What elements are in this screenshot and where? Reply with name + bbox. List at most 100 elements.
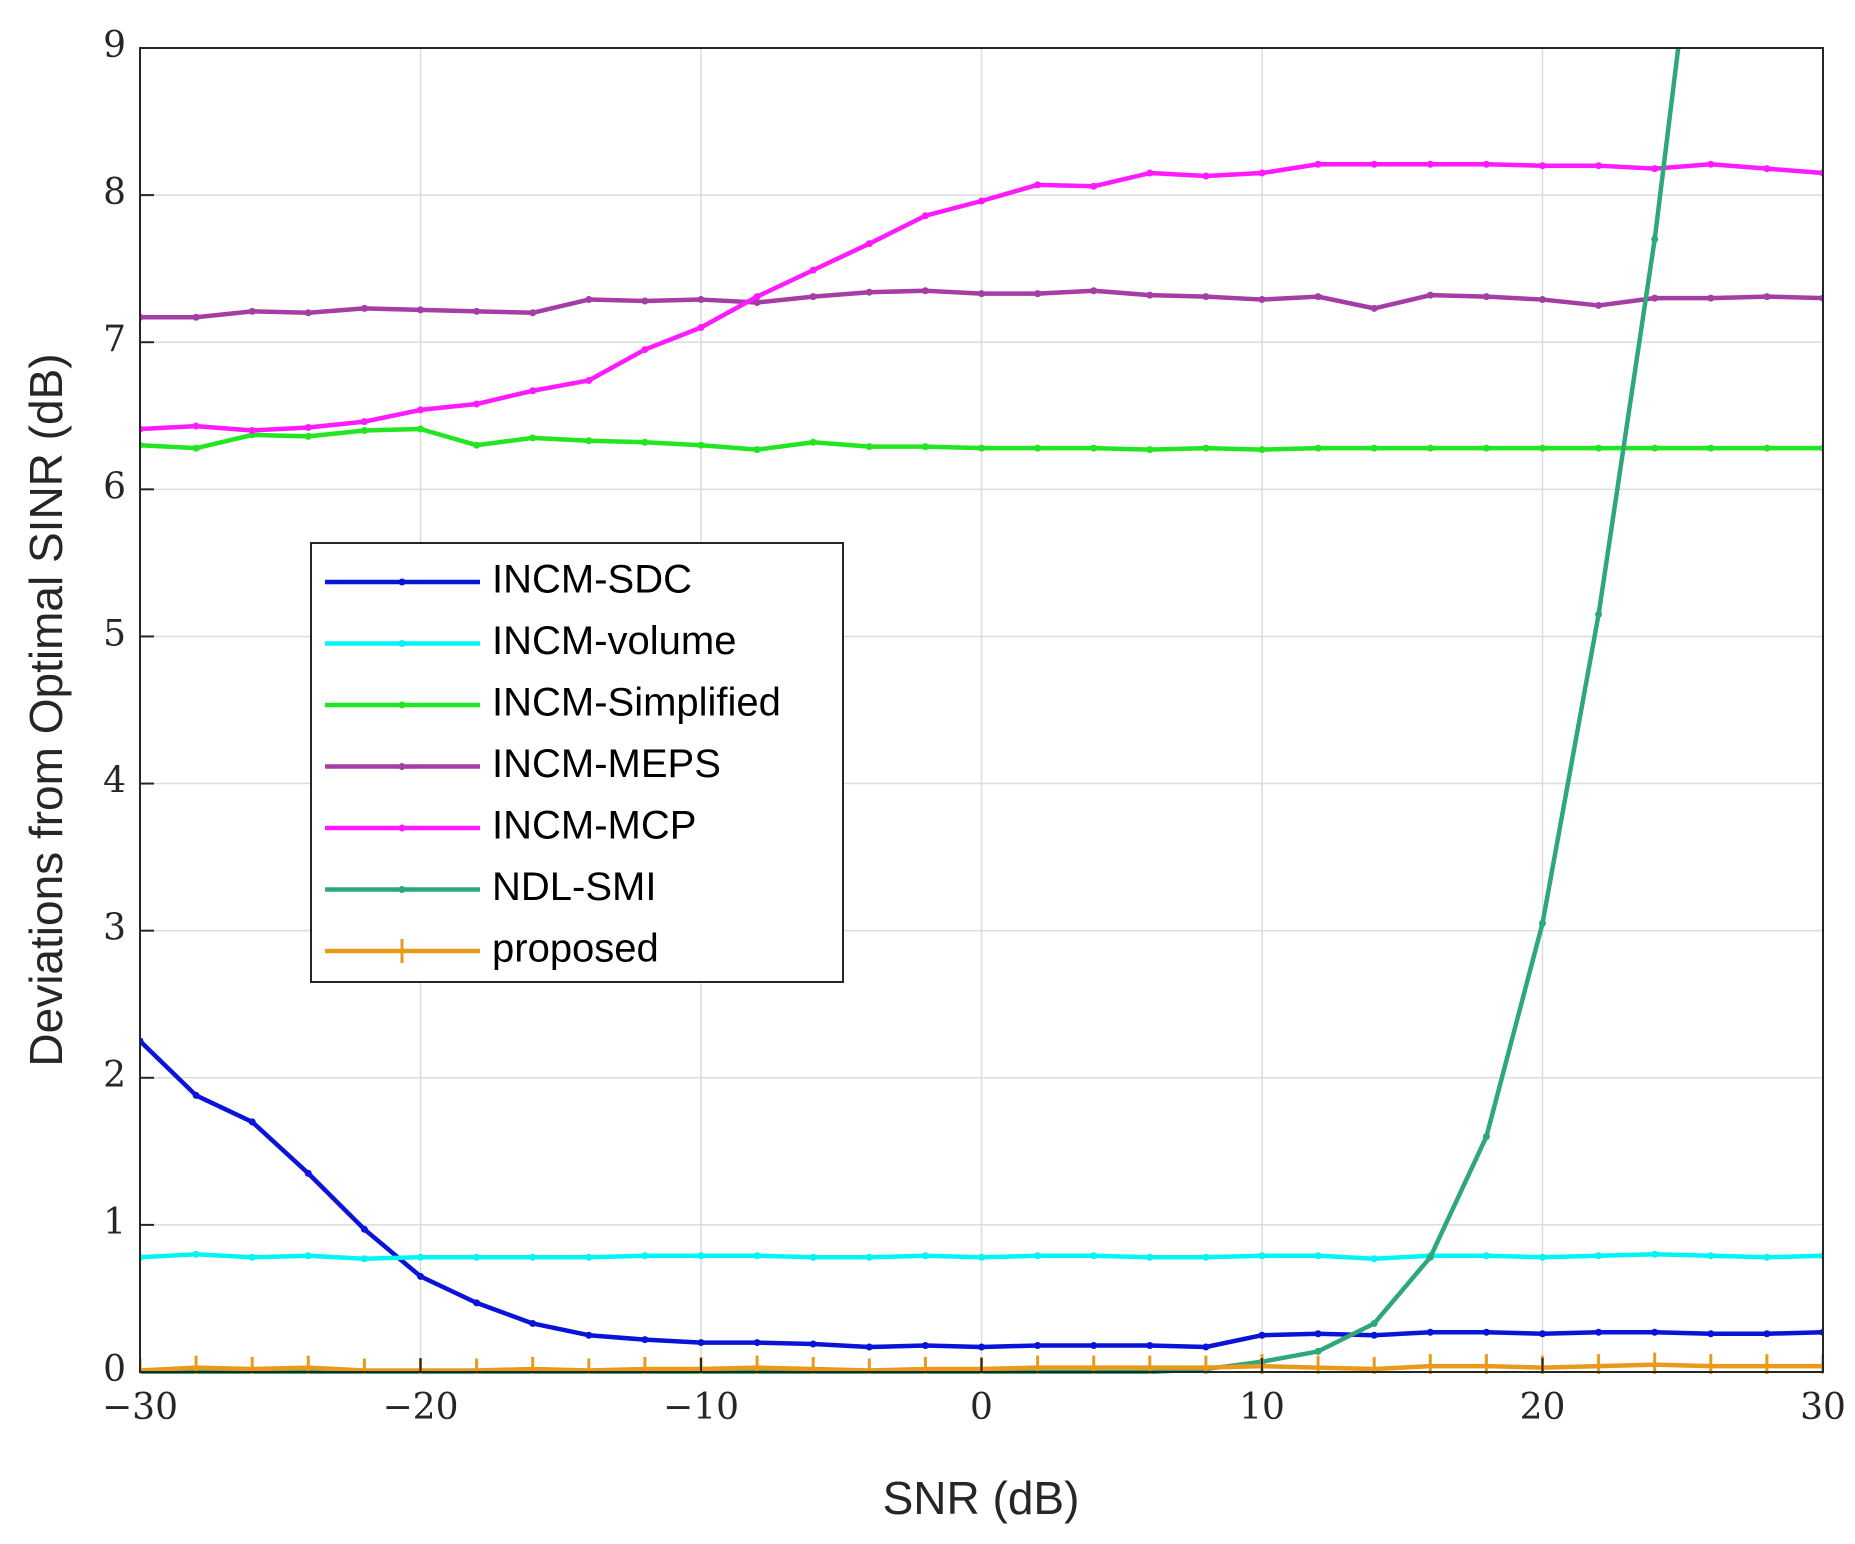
- marker: [398, 701, 406, 709]
- marker: [192, 1091, 200, 1099]
- marker: [1482, 293, 1490, 301]
- marker: [354, 1358, 375, 1374]
- marker: [1090, 182, 1098, 190]
- marker: [1588, 1354, 1609, 1374]
- marker: [641, 438, 649, 446]
- marker: [585, 1331, 593, 1339]
- marker: [1370, 160, 1378, 168]
- marker: [1090, 1252, 1098, 1260]
- marker: [1426, 1328, 1434, 1336]
- marker: [921, 443, 929, 451]
- marker: [417, 1272, 424, 1280]
- legend-label: INCM-Simplified: [492, 681, 781, 725]
- marker: [466, 1358, 487, 1374]
- marker: [1146, 1253, 1154, 1261]
- marker: [1308, 1355, 1329, 1374]
- marker: [1314, 1347, 1322, 1355]
- y-tick-label: 6: [103, 466, 126, 507]
- legend-label: NDL-SMI: [492, 865, 656, 909]
- marker: [921, 1342, 929, 1350]
- marker: [186, 1355, 207, 1374]
- marker: [578, 1358, 599, 1374]
- marker: [360, 304, 368, 312]
- marker: [1195, 1355, 1216, 1374]
- marker: [1763, 1253, 1771, 1261]
- marker: [1756, 1354, 1777, 1374]
- marker: [865, 288, 873, 296]
- marker: [1539, 444, 1546, 452]
- marker: [1139, 1355, 1160, 1374]
- marker: [641, 346, 649, 354]
- marker: [1482, 160, 1490, 168]
- marker: [1595, 1252, 1603, 1260]
- legend: INCM-SDC INCM-volume INCM-Simplified INCM-M…: [310, 542, 844, 983]
- marker: [1314, 160, 1322, 168]
- legend-label: INCM-SDC: [492, 558, 692, 602]
- y-tick-label: 2: [103, 1055, 126, 1096]
- marker: [1700, 1354, 1721, 1374]
- y-axis-label: Deviations from Optimal SINR (dB): [20, 353, 72, 1066]
- marker: [248, 307, 256, 315]
- marker: [1370, 1319, 1378, 1327]
- marker: [585, 296, 593, 304]
- x-tick-label: 0: [970, 1387, 993, 1428]
- marker: [1707, 1252, 1715, 1260]
- marker: [1763, 444, 1771, 452]
- marker: [360, 418, 368, 426]
- marker: [192, 422, 200, 430]
- marker: [248, 1253, 256, 1261]
- marker: [1539, 1330, 1546, 1338]
- marker: [192, 444, 200, 452]
- marker: [1426, 160, 1434, 168]
- marker: [747, 1355, 768, 1374]
- marker: [1651, 1328, 1659, 1336]
- marker: [753, 446, 761, 454]
- marker: [1202, 293, 1210, 301]
- marker: [398, 578, 406, 586]
- marker: [1258, 169, 1266, 177]
- marker: [809, 293, 817, 301]
- marker: [753, 293, 761, 301]
- marker: [865, 240, 873, 248]
- marker: [978, 444, 985, 452]
- marker: [697, 1252, 705, 1260]
- marker: [1539, 296, 1546, 304]
- y-tick-label: 1: [103, 1202, 126, 1243]
- marker: [1258, 446, 1266, 454]
- marker: [1651, 165, 1659, 173]
- marker: [921, 212, 929, 220]
- marker: [1370, 444, 1378, 452]
- marker: [1202, 1343, 1210, 1351]
- marker: [473, 307, 481, 315]
- marker: [398, 824, 406, 832]
- marker: [1595, 1328, 1603, 1336]
- x-tick-label: 10: [1239, 1387, 1285, 1428]
- marker: [978, 197, 985, 205]
- marker: [1314, 444, 1322, 452]
- marker: [1482, 444, 1490, 452]
- marker: [1420, 1354, 1441, 1374]
- x-tick-label: 30: [1800, 1387, 1846, 1428]
- ticks: −30 −20 −10 0 10 20 30 0 1 2 3 4 5 6 7 8 9: [102, 25, 1846, 1428]
- marker: [298, 1355, 319, 1374]
- marker: [304, 1169, 312, 1177]
- marker: [1034, 1252, 1042, 1260]
- marker: [809, 438, 817, 446]
- marker: [1813, 1354, 1823, 1374]
- marker: [398, 763, 406, 770]
- marker: [304, 1252, 312, 1260]
- marker: [1314, 1330, 1322, 1338]
- marker: [1651, 294, 1659, 302]
- marker: [1258, 1331, 1266, 1339]
- marker: [697, 441, 705, 449]
- marker: [1426, 291, 1434, 299]
- marker: [473, 1253, 481, 1261]
- marker: [641, 297, 649, 305]
- marker: [1034, 290, 1042, 298]
- marker: [1034, 1342, 1042, 1350]
- marker: [140, 1358, 150, 1374]
- marker: [1202, 1253, 1210, 1261]
- marker: [1707, 1330, 1715, 1338]
- marker: [1370, 1331, 1378, 1339]
- marker: [915, 1357, 936, 1374]
